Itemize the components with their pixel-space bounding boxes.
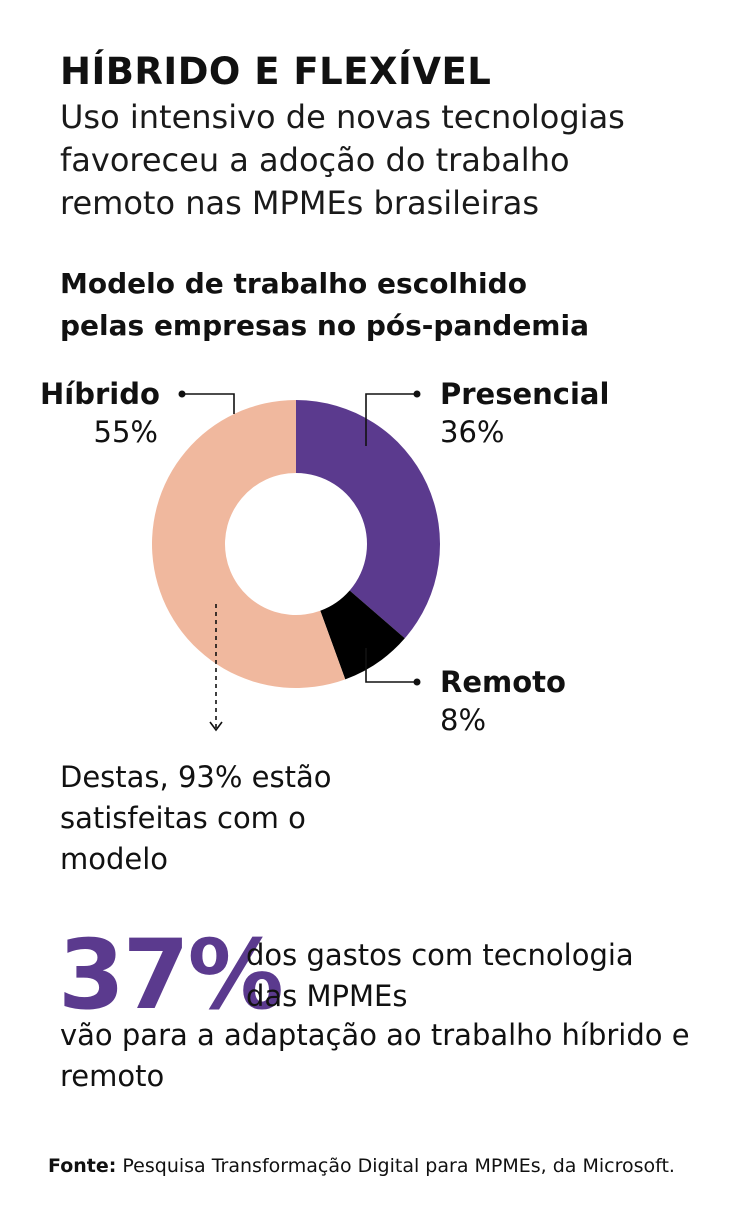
note-arrow-head — [209, 721, 223, 732]
leader-line-hibrido — [182, 393, 235, 414]
slice-hibrido — [152, 400, 346, 688]
subtitle: Uso intensivo de novas tecnologias favor… — [60, 98, 625, 222]
big-stat-value: 37% — [58, 919, 284, 1031]
label-presencial: Presencial 36% — [440, 375, 609, 451]
chart-title: Modelo de trabalho escolhido pelas empre… — [60, 267, 589, 342]
donut-chart — [152, 390, 441, 732]
label-remoto: Remoto 8% — [440, 663, 566, 739]
slice-remoto — [320, 590, 405, 680]
slice-presencial — [296, 400, 441, 639]
label-hibrido-name: Híbrido — [40, 377, 160, 411]
source-text: Pesquisa Transformação Digital para MPME… — [122, 1155, 675, 1177]
label-presencial-value: 36% — [440, 415, 505, 449]
label-remoto-name: Remoto — [440, 665, 566, 699]
source-label: Fonte: — [48, 1155, 117, 1177]
stat-text-line2: vão para a adaptação ao trabalho híbrido… — [60, 1018, 690, 1093]
leader-line-remoto — [365, 648, 417, 683]
satisfaction-note: Destas, 93% estão satisfeitas com o mode… — [60, 760, 332, 876]
leader-line-presencial — [365, 393, 417, 446]
label-hibrido-value: 55% — [93, 415, 158, 449]
source-note: Fonte: Pesquisa Transformação Digital pa… — [48, 1153, 728, 1179]
label-presencial-name: Presencial — [440, 377, 610, 411]
headline: HÍBRIDO E FLEXÍVEL — [60, 50, 492, 93]
stat-text-line1: dos gastos com tecnologia das MPMEs — [246, 938, 634, 1013]
label-hibrido: Híbrido 55% — [40, 375, 160, 451]
label-remoto-value: 8% — [440, 703, 487, 737]
